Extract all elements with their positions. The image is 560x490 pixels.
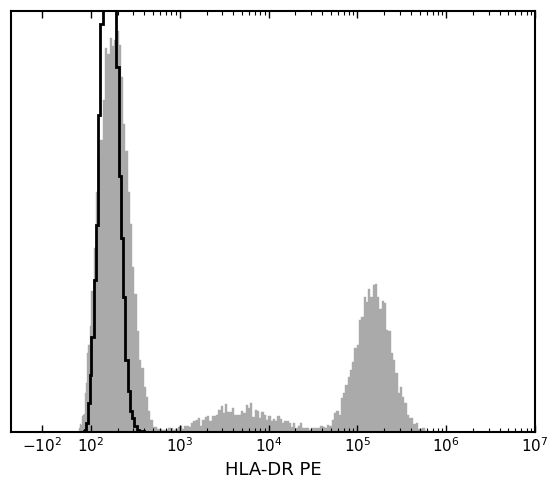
X-axis label: HLA-DR PE: HLA-DR PE [225,461,321,479]
